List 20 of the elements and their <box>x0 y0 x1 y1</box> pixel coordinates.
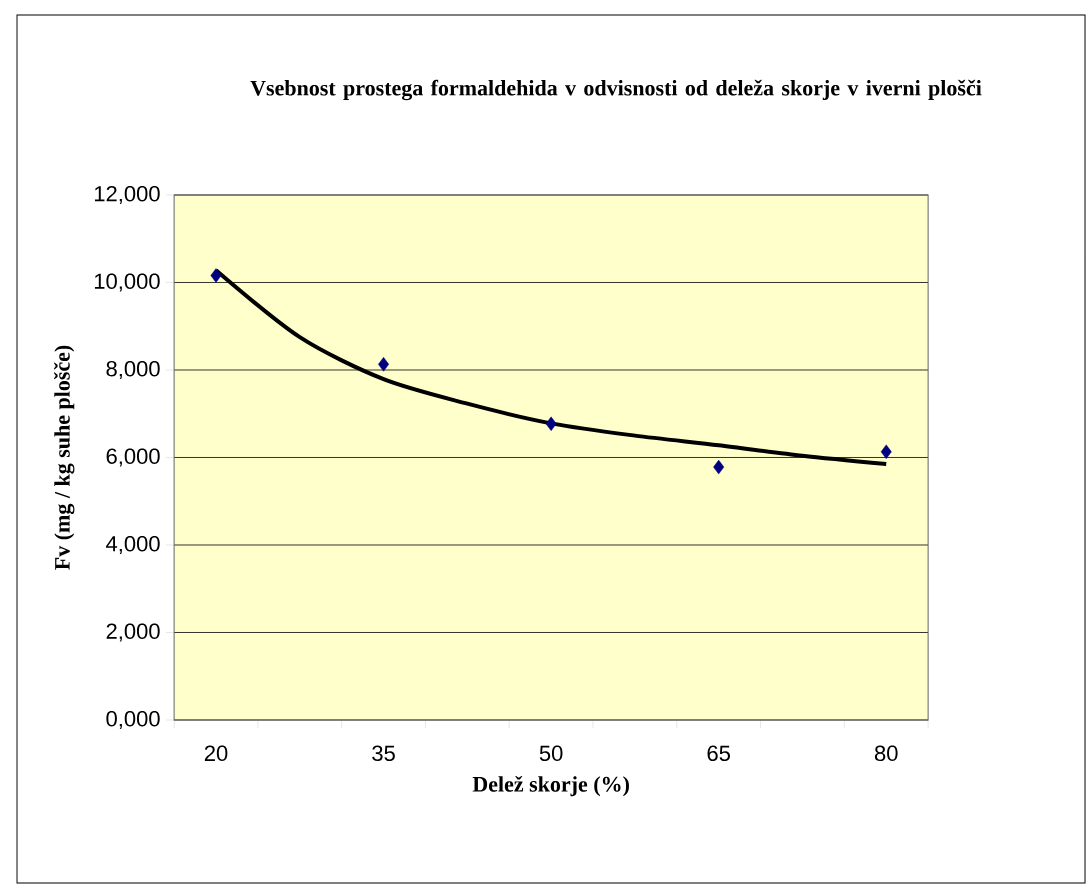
point <box>210 268 222 283</box>
point <box>378 357 390 372</box>
y-tick-label: 0,000 <box>106 710 160 730</box>
y-axis-title: Fv (mg / kg suhe plošče) <box>54 345 75 570</box>
chart-title: Vsebnost prostega formaldehida v odvisnosti od deleža skorje v iverni plošči <box>250 79 982 101</box>
x-tick-label: 50 <box>539 745 563 762</box>
x-axis-title: Delež skorje (%) <box>472 775 629 797</box>
point <box>880 444 892 460</box>
x-tick-label: 80 <box>874 745 898 762</box>
x-tick-label: 35 <box>372 745 395 762</box>
x-tick-label: 20 <box>204 745 228 762</box>
y-tick-label: 6,000 <box>106 448 160 467</box>
y-tick-label: 12,000 <box>94 185 160 205</box>
x-tick-label: 65 <box>707 745 730 762</box>
y-tick-label: 10,000 <box>94 273 160 292</box>
y-tick-label: 4,000 <box>106 535 160 555</box>
point <box>713 459 725 475</box>
point <box>545 416 557 432</box>
y-tick-label: 2,000 <box>106 623 160 642</box>
y-tick-label: 8,000 <box>106 360 160 380</box>
